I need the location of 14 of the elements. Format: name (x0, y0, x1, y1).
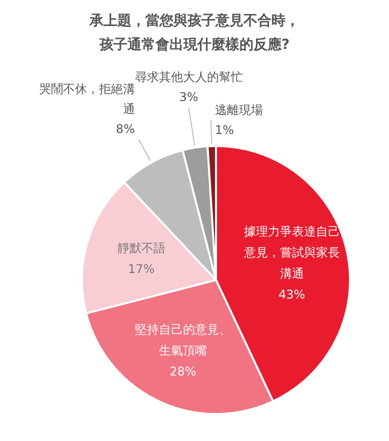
slice-label: 哭鬧不休，拒絕溝通 (38, 82, 135, 116)
data-label: 28% (170, 364, 196, 378)
data-label: 3% (179, 90, 198, 104)
slice-label: 據理力爭表達自己意見，嘗試與家長溝通 (242, 224, 340, 281)
slice-label: 堅持自己的意見、生氣頂嘴 (134, 322, 231, 358)
text: 承上題，當您與孩子意見不合時， (90, 13, 300, 29)
data-label: 8% (116, 122, 135, 136)
slice-label: 尋求其他大人的幫忙 (134, 70, 243, 84)
slice-label: 靜默不語 (117, 240, 166, 255)
slice-label: 逃離現場 (214, 103, 263, 118)
data-label: 43% (278, 288, 306, 302)
text: 孩子通常會出現什麼樣的反應? (99, 37, 290, 53)
data-label: 1% (214, 123, 234, 138)
data-label: 17% (128, 262, 155, 276)
